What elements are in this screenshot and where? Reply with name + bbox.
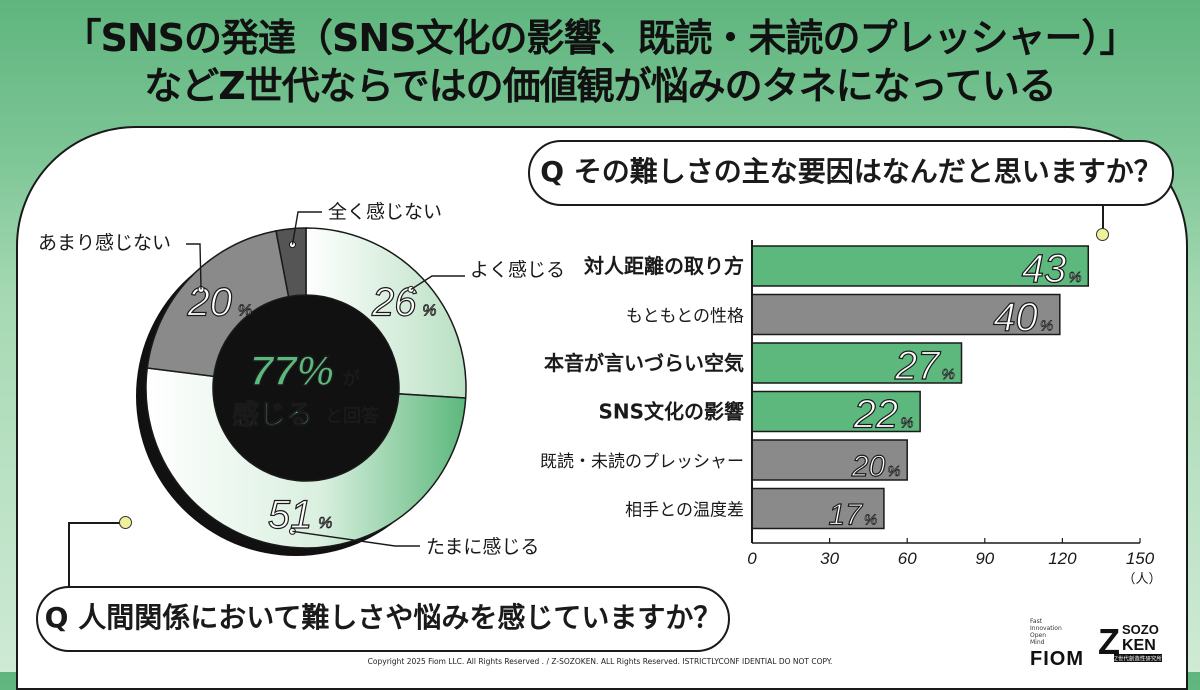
fiom-word: Open bbox=[1030, 632, 1047, 639]
bar-value-label: 22 bbox=[853, 393, 899, 437]
bar bbox=[751, 293, 1061, 336]
sozo-bottom: KEN bbox=[1122, 637, 1156, 654]
x-tick-label: 150 bbox=[1126, 549, 1155, 568]
title-line-2: などZ世代ならではの価値観が悩みのタネになっている bbox=[144, 64, 1057, 108]
x-tick-label: 120 bbox=[1048, 549, 1077, 568]
question-bubble-factors: Q その難しさの主な要因はなんだと思いますか？ bbox=[528, 140, 1174, 206]
center-kanji: 感じる bbox=[232, 399, 313, 431]
donut-center-text: 77% が 感じる と回答 bbox=[232, 346, 380, 431]
donut-slice bbox=[146, 229, 290, 378]
sozo-top: SOZO bbox=[1122, 622, 1159, 637]
donut-chart bbox=[136, 227, 467, 556]
bar bbox=[751, 245, 1090, 287]
slice-unit-label: % bbox=[422, 302, 436, 319]
leader-line bbox=[291, 211, 322, 245]
center-tail: と回答 bbox=[325, 405, 380, 427]
fiom-wordmark: FIOM bbox=[1030, 648, 1084, 670]
leader-line bbox=[410, 275, 465, 291]
copyright-footer: Copyright 2025 Fiom LLC. All Rights Rese… bbox=[367, 657, 833, 666]
sozo-sub: Z世代創造性研究所 bbox=[1114, 655, 1162, 663]
donut-slice bbox=[275, 227, 307, 298]
fiom-word: Mind bbox=[1030, 639, 1045, 646]
bar-category-label: 既読・未読のプレッシャー bbox=[540, 452, 744, 472]
connector-dot bbox=[1096, 228, 1109, 241]
x-unit-label: （人） bbox=[1122, 572, 1161, 587]
bar-unit-label: % bbox=[864, 512, 877, 529]
bar bbox=[751, 390, 921, 433]
bar-category-label: 本音が言いづらい空気 bbox=[544, 351, 744, 375]
fiom-word: Innovation bbox=[1030, 625, 1062, 632]
bar bbox=[751, 439, 908, 481]
donut-slice bbox=[305, 227, 467, 399]
bar-value-label: 40 bbox=[993, 296, 1038, 340]
bar-value-label: 17 bbox=[829, 499, 864, 532]
bar-category-label: 相手との温度差 bbox=[625, 501, 744, 521]
connector-line bbox=[68, 522, 70, 586]
bar-category-label: SNS文化の影響 bbox=[598, 400, 744, 424]
bar-value-label: 20 bbox=[851, 450, 886, 483]
connector-line bbox=[68, 522, 124, 524]
x-tick-label: 60 bbox=[898, 549, 917, 568]
connector-line bbox=[1102, 204, 1104, 230]
slice-category-label: よく感じる bbox=[470, 259, 565, 281]
center-ga: が bbox=[342, 368, 360, 390]
fiom-logo: Fast Innovation Open Mind FIOM bbox=[1030, 618, 1084, 671]
slice-unit-label: % bbox=[318, 515, 332, 532]
zsozoken-logo: Z SOZO KEN Z世代創造性研究所 bbox=[1098, 621, 1162, 663]
title-line-1: 「SNSの発達（SNS文化の影響、既読・未読のプレッシャー）」 bbox=[63, 16, 1137, 60]
slice-value-label: 20 bbox=[187, 280, 233, 324]
x-tick-label: 90 bbox=[975, 549, 994, 568]
bar-unit-label: % bbox=[1068, 269, 1081, 286]
slice-value-label: 51 bbox=[268, 493, 313, 537]
connector-dot bbox=[119, 516, 132, 529]
bar-unit-label: % bbox=[900, 415, 913, 432]
slice-category-label: たまに感じる bbox=[426, 536, 539, 558]
bar-chart: 対人距離の取り方 43 % もともとの性格 40 % 本音が言いづらい空気 27 % SNS文化の… bbox=[540, 240, 1162, 587]
sozo-z-mark: Z bbox=[1098, 621, 1120, 662]
page-title: 「SNSの発達（SNS文化の影響、既読・未読のプレッシャー）」 などZ世代ならで… bbox=[0, 14, 1200, 110]
fiom-word: Fast bbox=[1030, 618, 1043, 625]
bar-value-label: 27 bbox=[894, 344, 941, 388]
x-tick-label: 30 bbox=[820, 549, 839, 568]
bar-unit-label: % bbox=[887, 463, 900, 480]
slice-category-label: あまり感じない bbox=[38, 232, 171, 254]
bar-unit-label: % bbox=[1040, 318, 1053, 335]
slice-category-label: 全く感じない bbox=[328, 201, 442, 223]
center-big-value: 77% bbox=[250, 347, 334, 394]
bar-category-label: もともとの性格 bbox=[626, 307, 744, 327]
bar-value-label: 43 bbox=[1022, 247, 1067, 291]
slice-unit-label: % bbox=[238, 302, 252, 319]
bar-unit-label: % bbox=[942, 366, 955, 383]
leader-line bbox=[186, 243, 202, 290]
bar-category-label: 対人距離の取り方 bbox=[583, 254, 744, 278]
donut-slice bbox=[145, 367, 467, 549]
question-bubble-relationships: Q 人間関係において難しさや悩みを感じていますか？ bbox=[36, 586, 730, 652]
leader-line bbox=[292, 530, 420, 547]
x-tick-label: 0 bbox=[747, 549, 757, 568]
